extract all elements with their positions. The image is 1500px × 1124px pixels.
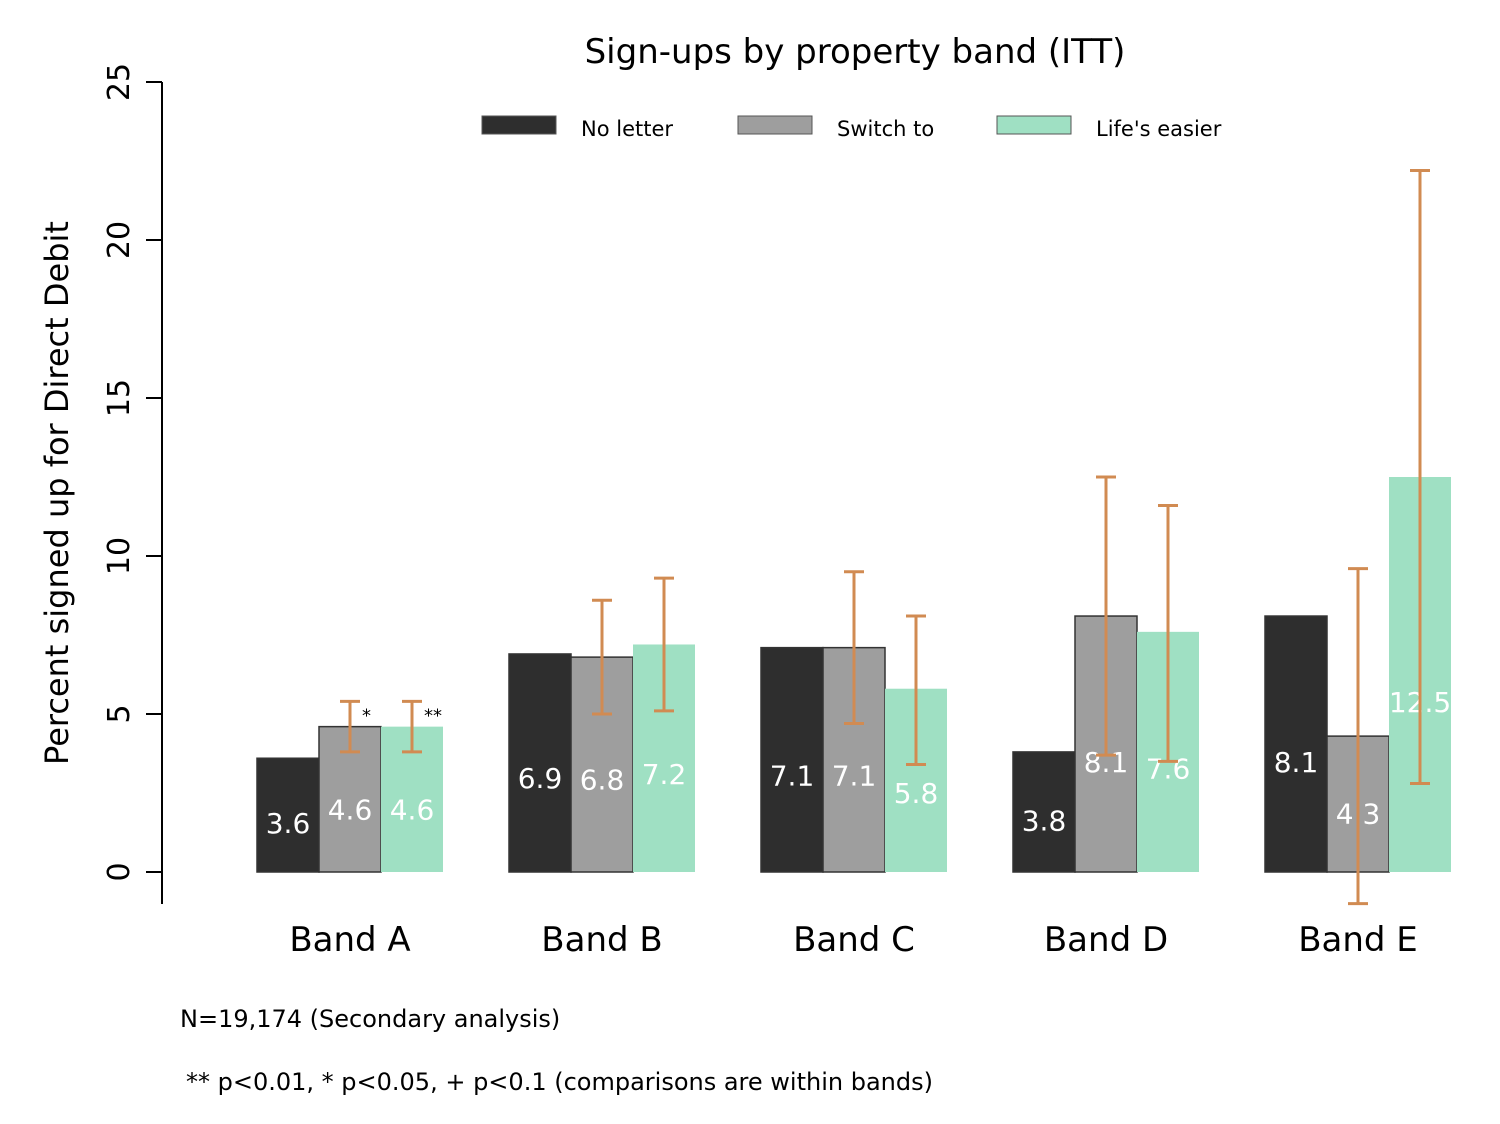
significance-marker: * — [362, 705, 371, 726]
y-tick-label: 0 — [102, 862, 137, 881]
x-category-label: Band B — [541, 920, 662, 960]
bar — [508, 653, 572, 873]
legend-label: Switch to — [837, 117, 934, 141]
bar-value-label: 3.8 — [1022, 804, 1067, 837]
legend-swatch — [996, 115, 1072, 135]
value-labels: 3.6 4.6 4.66.9 6.8 7.2 7.1 7.15.83.88.1 7.6 8.14… — [266, 686, 1451, 840]
bar-value-label: 6.9 — [518, 762, 563, 795]
bar-value-label: 6.8 — [580, 764, 625, 797]
y-tick-label: 25 — [102, 63, 137, 101]
bar-value-label: 7.2 — [642, 758, 687, 791]
bar-value-label: 8.1 — [1274, 746, 1319, 779]
y-axis: 0 5 10 15 20 25 — [102, 63, 163, 904]
x-category-label: Band D — [1044, 920, 1168, 960]
bar-value-label: 7.1 — [770, 760, 815, 793]
chart-title: Sign-ups by property band (ITT) — [585, 32, 1126, 72]
sample-size-note: N=19,174 (Secondary analysis) — [180, 1005, 561, 1033]
bar — [256, 757, 320, 873]
bar — [760, 646, 824, 873]
legend-label: No letter — [581, 117, 673, 141]
bar — [1264, 615, 1328, 873]
bar-value-label: 4.6 — [328, 793, 373, 826]
legend-swatch — [481, 115, 557, 135]
y-tick-label: 5 — [102, 704, 137, 723]
x-category-label: Band A — [289, 920, 410, 960]
significance-marker: ** — [424, 705, 442, 726]
y-tick-label: 20 — [102, 221, 137, 259]
y-tick-label: 10 — [102, 537, 137, 575]
legend-swatch — [737, 115, 813, 135]
legend-label: Life's easier — [1096, 117, 1222, 141]
bar — [822, 646, 886, 873]
significance-note: ** p<0.01, * p<0.05, + p<0.1 (comparison… — [186, 1068, 933, 1096]
x-category-label: Band C — [793, 920, 915, 960]
error-bars: * ** — [340, 168, 1430, 906]
y-tick-label: 15 — [102, 379, 137, 417]
bar — [1012, 751, 1076, 873]
x-category-label: Band E — [1298, 920, 1418, 960]
x-axis-labels: Band A Band B Band C Band D Band E — [289, 920, 1417, 960]
bar-value-label: 3.6 — [266, 807, 311, 840]
y-axis-label: Percent signed up for Direct Debit — [38, 221, 76, 765]
bar-value-label: 4.6 — [390, 793, 435, 826]
bar-value-label: 7.1 — [832, 760, 877, 793]
legend: No letter Switch to Life's easier — [481, 115, 1222, 141]
bar-value-label: 5.8 — [894, 777, 939, 810]
